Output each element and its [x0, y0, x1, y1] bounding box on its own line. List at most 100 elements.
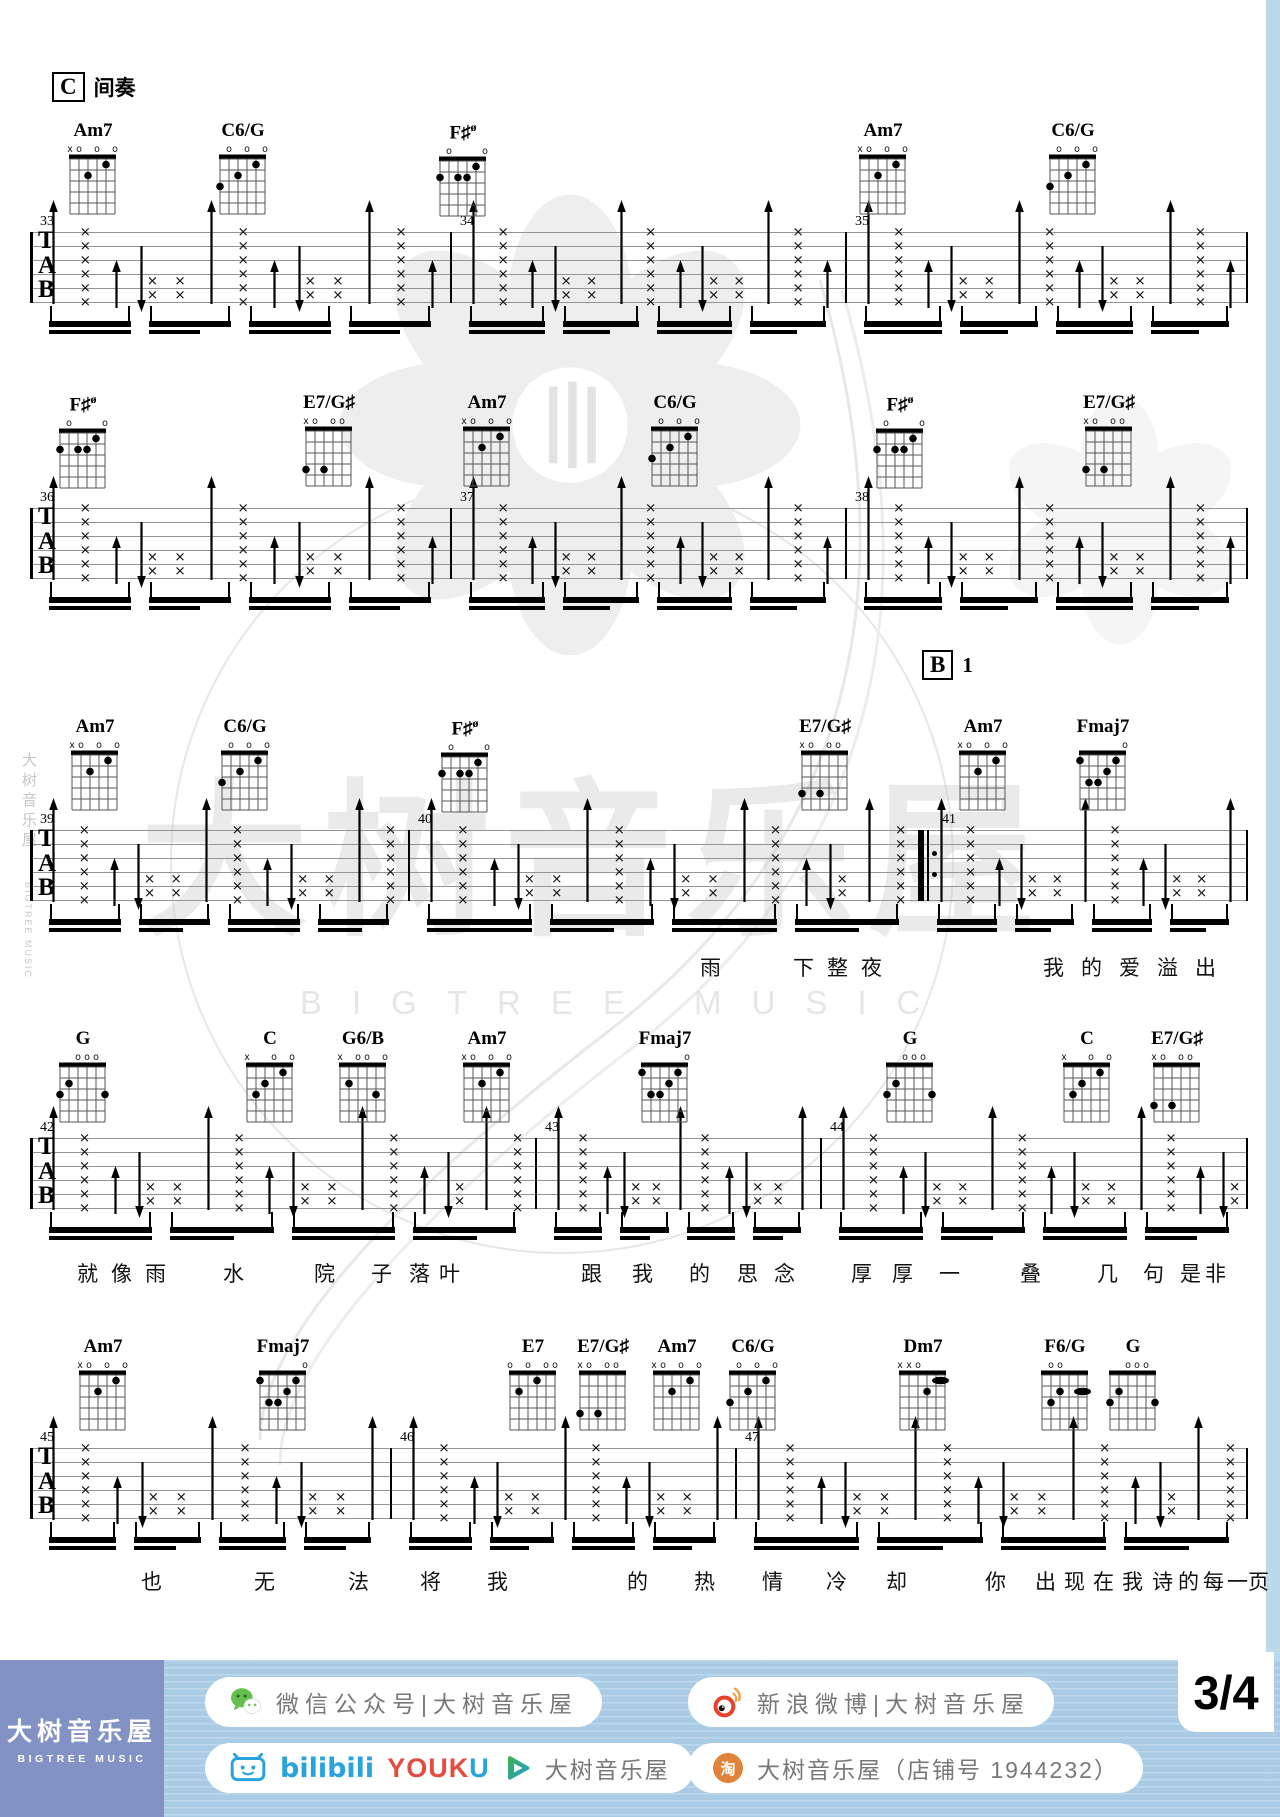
svg-text:o: o [552, 1360, 558, 1371]
lyric-syllable: 我 [632, 1263, 653, 1286]
barline [535, 1138, 537, 1209]
beam-group [1151, 582, 1229, 616]
svg-text:o: o [1092, 144, 1098, 155]
play-button-icon [507, 1756, 530, 1780]
beam-group [49, 904, 121, 938]
lyric-syllable: 厚 [851, 1263, 872, 1286]
chord-diagram: C6/G o o o [216, 716, 274, 818]
beam-group [1092, 904, 1152, 938]
chord-name: Fmaj7 [1076, 716, 1130, 737]
strum-mute-pair: × × [983, 273, 995, 303]
svg-text:x: x [957, 740, 963, 751]
strum-mute-column: × × × × × × [1016, 1130, 1028, 1216]
beam-group [412, 1212, 516, 1246]
beam-row [928, 904, 1238, 938]
beam-group [49, 1522, 116, 1556]
taobao-icon: 淘 [713, 1753, 743, 1783]
svg-text:x: x [857, 144, 863, 155]
weibo-label: 新浪微博|大树音乐屋 [757, 1691, 1030, 1717]
chord-name: C6/G [653, 392, 697, 413]
measure-number: 44 [830, 1120, 844, 1135]
svg-text:o: o [76, 144, 82, 155]
chord-diagram: F♯ø o o [871, 392, 929, 496]
lyric-syllable: 一 [1227, 1571, 1248, 1594]
strum-mute-column: × × × × × × [590, 1440, 602, 1526]
beam-row [418, 904, 908, 938]
lyric-syllable: 冷 [826, 1571, 847, 1594]
strum-up-arrow-small [467, 1416, 484, 1534]
strum-mute-column: × × × × × × [497, 224, 509, 310]
strum-mute-column: × × × × × × [231, 822, 244, 908]
svg-text:o: o [678, 1360, 684, 1371]
svg-text:o: o [613, 1360, 619, 1371]
chord-name: C6/G [1051, 120, 1095, 141]
strum-up-arrow-small [814, 1416, 831, 1534]
strum-down-arrow-mutes: × × [841, 1416, 863, 1534]
strum-up-arrow [355, 1106, 372, 1224]
beam-row [745, 1522, 1238, 1556]
strum-mute-column: × × × × × × [497, 500, 509, 586]
strum-up-arrow-small [1223, 200, 1240, 318]
svg-text:o: o [66, 418, 72, 429]
lyric-syllable: 水 [223, 1263, 244, 1286]
beam-group [1043, 1212, 1127, 1246]
strum-up-arrow [46, 476, 63, 594]
strum-down-arrow-mutes: × × [998, 1416, 1020, 1534]
svg-text:o: o [226, 144, 232, 155]
svg-text:o: o [1088, 1052, 1094, 1063]
svg-text:o: o [1002, 740, 1008, 751]
chord-diagram: C6/G o o o [724, 1336, 782, 1438]
strum-mute-column: × × × × × × [645, 224, 657, 310]
svg-text:x: x [1151, 1052, 1157, 1063]
strum-pattern: × × × × × × × × × × × × × × × × × × × × [406, 1416, 727, 1534]
section-marker: C 间奏 [52, 72, 136, 102]
lyric-syllable: 几 [1097, 1263, 1118, 1286]
strum-mute-pair: × × [733, 273, 745, 303]
beam-group [549, 904, 654, 938]
strum-pattern: × × × × × × × × × × × × × × × × × × × × × × × × × × [46, 200, 442, 318]
svg-text:x: x [303, 416, 309, 427]
svg-text:o: o [684, 1052, 690, 1063]
svg-text:o: o [915, 1360, 921, 1371]
strum-up-arrow [985, 1106, 1002, 1224]
score-area: C 间奏 Am7 x o o o C6/G o o o F♯ø o o Am7 x o o o C6/G o o o T A B 3… [30, 72, 1269, 1594]
strum-pattern: × × × × × × × × × × × × × × × × × × × × × × × × × × [861, 476, 1240, 594]
beam-group [562, 306, 639, 340]
strum-up-arrow [614, 476, 631, 594]
svg-text:o: o [93, 1052, 99, 1063]
brand-name: 大树音乐屋 [6, 1718, 157, 1746]
beam-group [656, 306, 733, 340]
strum-mute-column: × × × × × × [867, 1130, 880, 1216]
chord-name: E7/G♯ [1083, 392, 1135, 413]
tab-staff: T A B 39 × × × × × × × × × × × × × × × × × × × × × × × × × × 40 × × × × × ×… [30, 798, 1248, 932]
strum-mute-pair: × × [681, 1489, 693, 1519]
tab-staff: T A B 36 × × × × × × × × × × × × × × × × × × × × × × × × × × 37 × × × × × ×… [30, 476, 1248, 610]
svg-text:o: o [482, 146, 488, 157]
strum-mute-column: × × × × × × [792, 224, 804, 310]
strum-mute-pair: × × [983, 549, 995, 579]
lyric-syllable: 诗 [1152, 1571, 1173, 1594]
strum-mute-pair: × × [332, 549, 344, 579]
svg-text:o: o [246, 740, 252, 751]
svg-text:x: x [337, 1052, 343, 1063]
strum-up-arrow [761, 476, 778, 594]
svg-text:o: o [271, 1052, 277, 1063]
strum-up-arrow [479, 1106, 496, 1224]
beam-group [750, 306, 826, 340]
lyric-syllable: 雨 [700, 957, 721, 980]
svg-text:o: o [660, 1360, 666, 1371]
svg-text:o: o [1178, 1052, 1184, 1063]
strum-mute-column: × × × × × × [613, 822, 625, 908]
lyric-syllable: 叠 [1020, 1263, 1041, 1286]
svg-text:o: o [339, 416, 345, 427]
beam-group [1014, 904, 1074, 938]
strum-down-arrow-mutes: × × [670, 798, 691, 916]
beam-group [349, 306, 431, 340]
strum-down-arrow-mutes: × × [742, 1106, 763, 1224]
